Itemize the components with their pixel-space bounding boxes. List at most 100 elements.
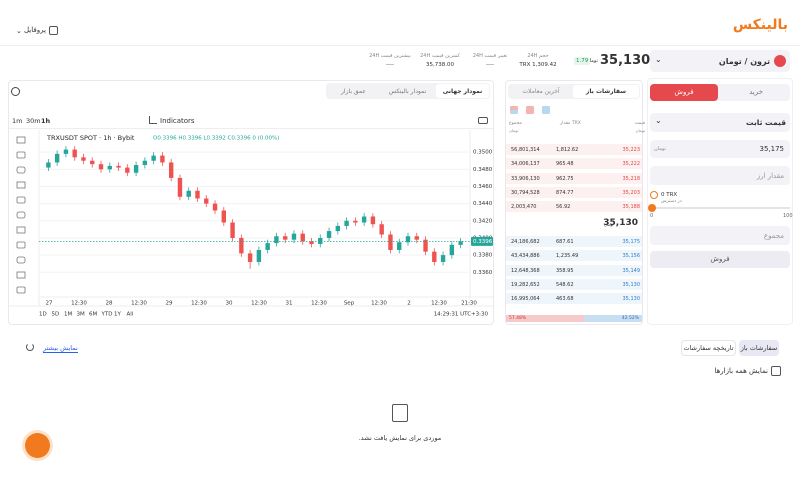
- tool-icon: [16, 211, 26, 219]
- book-row[interactable]: [506, 278, 642, 290]
- range-button[interactable]: All: [127, 312, 134, 318]
- book-price: 35,156: [622, 253, 641, 260]
- logo[interactable]: بالینکس: [732, 17, 788, 33]
- book-row[interactable]: [506, 250, 642, 262]
- candle-body: [265, 243, 270, 250]
- candle-body: [63, 149, 69, 154]
- orders-tab-open[interactable]: سفارشات باز: [739, 340, 779, 356]
- settings-icon[interactable]: [11, 87, 20, 96]
- stat-label: کمترین قیمت 24H: [420, 53, 460, 59]
- pair-icon: [774, 55, 786, 67]
- order-book: [505, 80, 643, 325]
- range-button[interactable]: 5D: [52, 312, 60, 318]
- amount-input[interactable]: [650, 166, 790, 185]
- tool-icon: [16, 271, 26, 279]
- book-view-icon[interactable]: [510, 106, 518, 114]
- indicators[interactable]: Indicators: [160, 117, 195, 125]
- pair-selector[interactable]: [650, 50, 790, 72]
- x-tick-label: 31: [286, 301, 293, 307]
- amount-placeholder[interactable]: مقدار ارز: [756, 172, 784, 180]
- submit[interactable]: فروش: [650, 251, 790, 268]
- profile-icon[interactable]: [49, 26, 58, 35]
- mid-price: 35,130: [603, 218, 638, 228]
- chart-tab[interactable]: نمودار بالینکس: [388, 88, 427, 95]
- candle-body: [186, 190, 191, 197]
- tool-icon: [16, 166, 26, 174]
- sell-tab[interactable]: فروش: [650, 84, 718, 101]
- camera-icon[interactable]: [478, 117, 488, 124]
- y-tick-label: 0.3440: [473, 201, 493, 207]
- buy-tab[interactable]: خرید: [749, 88, 763, 96]
- book-row[interactable]: [506, 172, 642, 184]
- range-button[interactable]: 3M: [77, 312, 85, 318]
- last-price: 35,130: [600, 53, 651, 68]
- book-amount: 358.95: [556, 267, 574, 274]
- book-total: 12,648,368: [511, 267, 540, 274]
- price-value[interactable]: 35,175: [759, 145, 785, 153]
- book-view-icon[interactable]: [542, 106, 550, 114]
- checkbox[interactable]: [771, 366, 781, 376]
- interval[interactable]: 1h: [41, 117, 51, 125]
- book-tab[interactable]: آخرین معاملات: [522, 88, 560, 95]
- tool-icon: [16, 151, 26, 159]
- book-amount: 548.62: [556, 281, 574, 288]
- range-button[interactable]: 1D: [39, 312, 47, 318]
- slider-max: 100: [783, 213, 793, 219]
- tool-icon: [16, 256, 26, 264]
- candle-body: [54, 153, 60, 163]
- book-row[interactable]: [506, 293, 642, 305]
- order-type-caret[interactable]: ⌄: [655, 116, 662, 125]
- orders-tab-history[interactable]: تاریخچه سفارشات: [681, 340, 736, 356]
- chart-tab[interactable]: نمودار جهانی: [442, 88, 483, 95]
- price-chart: 0.35000.34800.34600.34400.34200.34000.33…: [8, 130, 493, 318]
- profile[interactable]: پروفایل: [24, 26, 46, 34]
- book-amount: 463.68: [556, 296, 574, 303]
- show-more[interactable]: نمایش بیشتر: [43, 344, 78, 353]
- stat-value: TRX 1,309.42: [519, 62, 557, 68]
- book-row[interactable]: [506, 236, 642, 247]
- range-button[interactable]: 1Y: [114, 312, 121, 318]
- order-type-label[interactable]: قیمت ثابت: [746, 118, 786, 127]
- range-button[interactable]: 1M: [64, 312, 72, 318]
- profile-caret[interactable]: ⌄: [16, 27, 22, 35]
- book-row[interactable]: [506, 186, 642, 198]
- chart-tab-active[interactable]: [436, 84, 489, 98]
- clock: 14:29:31 UTC+3:30: [434, 312, 489, 318]
- book-row[interactable]: [506, 264, 642, 276]
- chart-title: TRXUSDT SPOT · 1h · Bybit: [46, 134, 135, 142]
- interval[interactable]: 1m: [12, 117, 23, 125]
- candle-body: [300, 233, 305, 242]
- book-tab[interactable]: سفارشات باز: [585, 88, 627, 95]
- toolbar: [9, 112, 493, 129]
- book-amount: 1,235.49: [556, 253, 579, 260]
- book-row[interactable]: [506, 201, 642, 213]
- pair-name[interactable]: ترون / تومان: [718, 57, 770, 66]
- total-placeholder[interactable]: مجموع: [763, 232, 784, 240]
- range-button[interactable]: 6M: [89, 312, 97, 318]
- book-row[interactable]: [506, 158, 642, 170]
- col-total: مجموع: [509, 121, 522, 126]
- tool-icon: [16, 226, 26, 234]
- candle-body: [239, 237, 244, 254]
- price-input[interactable]: [650, 140, 790, 158]
- range-button[interactable]: YTD: [101, 312, 113, 318]
- pair-caret[interactable]: ⌄: [655, 55, 662, 64]
- refresh-icon[interactable]: [26, 343, 34, 351]
- book-tab-active[interactable]: [573, 85, 639, 98]
- support-button[interactable]: [25, 433, 50, 458]
- stat-label: حجم 24H: [527, 53, 549, 59]
- show-all-markets[interactable]: نمایش همه بازارها: [714, 367, 768, 375]
- book-row[interactable]: [506, 144, 642, 155]
- ohlc: O0.3396 H0.3396 L0.3392 C0.3396 0 (0.00%…: [153, 136, 279, 142]
- total-input[interactable]: [650, 226, 790, 245]
- chart-tab[interactable]: عمق بازار: [341, 88, 366, 95]
- slider-thumb[interactable]: [648, 204, 656, 212]
- interval[interactable]: 30m: [26, 117, 41, 125]
- sell-share-bar: [506, 315, 585, 322]
- slider-track[interactable]: [652, 207, 790, 209]
- order-type[interactable]: [650, 113, 790, 132]
- book-view-icon[interactable]: [526, 106, 534, 114]
- stat-label: تغییر قیمت 24H: [472, 53, 508, 59]
- indicators-icon[interactable]: [149, 116, 157, 124]
- deposit-icon[interactable]: [650, 191, 658, 199]
